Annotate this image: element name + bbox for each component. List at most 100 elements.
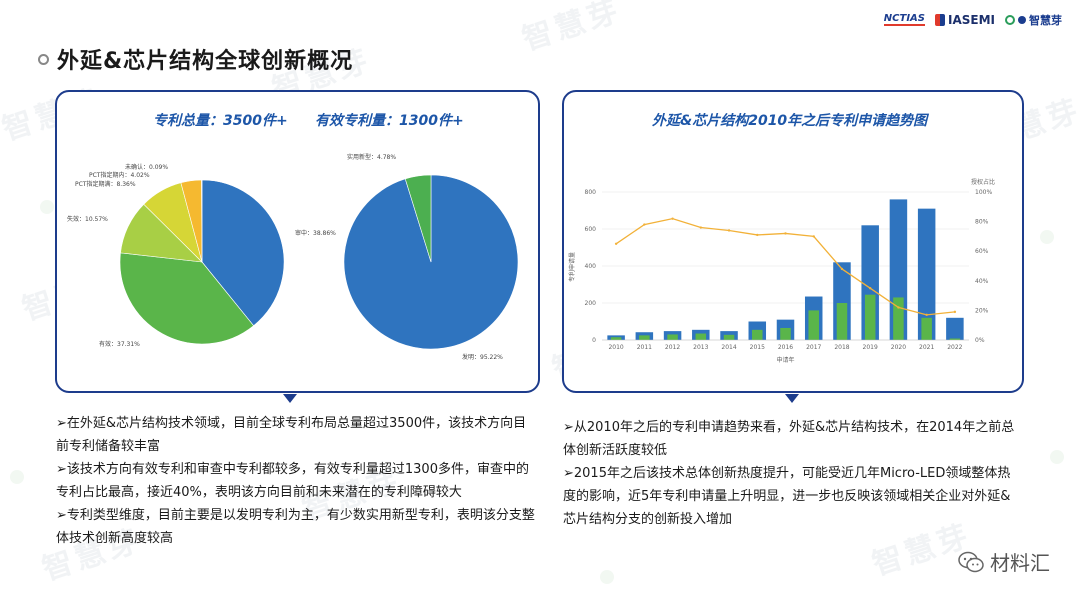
legal-status-pie <box>119 179 285 345</box>
footer-brand-text: 材料汇 <box>990 551 1050 575</box>
heading-valid-patents: 有效专利量：1300件+ <box>315 113 464 129</box>
bar-granted <box>893 297 904 340</box>
heading-total-patents: 专利总量：3500件+ <box>153 113 288 129</box>
bar-total <box>946 317 964 340</box>
grant-ratio-point <box>812 235 815 238</box>
right-bullets: ➢从2010年之后的专利申请趋势来看，外延&芯片结构技术，在2014年之前总体创… <box>563 416 1023 531</box>
x-tick-label: 2012 <box>665 344 680 351</box>
zhihuiya-logo-text: 智慧芽 <box>1029 14 1062 27</box>
x-tick-label: 2020 <box>891 344 906 351</box>
bar-granted <box>723 334 735 340</box>
bar-granted <box>639 335 650 340</box>
y2-tick-label: 20% <box>975 307 989 314</box>
bar-granted <box>752 329 763 340</box>
x-tick-label: 2017 <box>806 344 821 351</box>
bar-total <box>917 208 936 340</box>
grant-ratio-point <box>784 232 787 235</box>
bar-granted <box>667 334 678 340</box>
x-tick-label: 2010 <box>608 344 623 351</box>
legal-status-pie-slice-1 <box>119 252 255 345</box>
iasemi-logo: IASEMI <box>935 13 995 27</box>
y-tick-label: 200 <box>585 300 597 307</box>
grant-ratio-point <box>699 226 703 229</box>
zhihuiya-ring-icon <box>1005 15 1015 25</box>
y-axis-label: 专利申请量 <box>568 252 576 282</box>
grant-ratio-point <box>671 217 674 220</box>
y2-tick-label: 100% <box>975 189 992 196</box>
x-tick-label: 2016 <box>778 344 793 351</box>
y-tick-label: 800 <box>585 189 597 196</box>
bar-granted <box>921 317 932 340</box>
y-tick-label: 400 <box>585 263 597 270</box>
grant-ratio-point <box>614 242 618 245</box>
pie-charts <box>119 174 519 350</box>
x-tick-label: 2014 <box>721 344 736 351</box>
grant-ratio-point <box>868 287 872 290</box>
zhihuiya-logo: 智慧芽 <box>1005 12 1062 28</box>
y2-axis-label: 授权占比 <box>971 178 995 186</box>
y-tick-label: 600 <box>585 226 597 233</box>
pie1-label-valid: 有效：37.31% <box>99 341 140 348</box>
x-tick-label: 2022 <box>947 344 962 351</box>
grant-ratio-point <box>727 229 731 232</box>
y2-tick-label: 0% <box>975 337 985 344</box>
right-panel-pointer-icon <box>785 394 799 403</box>
bar-granted <box>808 310 819 340</box>
x-axis-label: 申请年 <box>776 356 794 364</box>
patent-type-pie <box>343 174 519 350</box>
iasemi-mark-icon <box>935 14 945 26</box>
pie1-label-invalid: 失效：10.57% <box>67 216 108 223</box>
x-tick-label: 2021 <box>919 344 934 351</box>
x-tick-label: 2015 <box>750 344 765 351</box>
y2-tick-label: 80% <box>975 219 989 226</box>
x-tick-label: 2018 <box>834 344 849 351</box>
pie1-label-pending: 审中：38.86% <box>295 230 336 237</box>
left-bullet-2: ➢该技术方向有效专利和审查中专利都较多，有效专利量超过1300多件，审查中的专利… <box>56 462 529 500</box>
pie1-label-pct-expired: PCT指定期满：8.36% <box>75 181 136 188</box>
title-bullet-icon <box>38 53 49 65</box>
left-panel: 专利总量：3500件+ 有效专利量：1300件+ 未确认：0.09% PCT指定… <box>55 90 540 393</box>
right-panel: 外延&芯片结构2010年之后专利申请趋势图 0 200 400 600 800 0% 20%… <box>562 90 1024 393</box>
footer-brand: 材料汇 <box>958 547 1050 576</box>
legal-status-pie-slice-0 <box>201 179 285 327</box>
grant-ratio-point <box>840 267 844 271</box>
left-bullet-3: ➢专利类型维度，目前主要是以发明专利为主，有少数实用新型专利，表明该分支整体技术… <box>56 508 535 546</box>
page-title: 外延&芯片结构全球创新概况 <box>57 49 354 74</box>
grant-ratio-point <box>756 233 759 237</box>
title-row: 外延&芯片结构全球创新概况 <box>38 43 353 75</box>
bar-granted <box>780 327 791 340</box>
grant-ratio-point <box>925 313 928 317</box>
bar-granted <box>695 333 707 340</box>
nctias-logo: NCTIAS <box>883 13 925 26</box>
left-panel-pointer-icon <box>283 394 297 403</box>
right-bullet-1: ➢从2010年之后的专利申请趋势来看，外延&芯片结构技术，在2014年之前总体创… <box>563 420 1015 458</box>
pie1-label-unconfirmed: 未确认：0.09% <box>125 164 169 171</box>
pie2-label-utility: 实用新型：4.78% <box>347 154 397 161</box>
bar-granted <box>836 303 848 340</box>
bar-granted <box>949 338 961 340</box>
y-tick-label: 0 <box>592 337 596 344</box>
zhihuiya-dot-icon <box>1018 16 1026 24</box>
grant-ratio-point <box>953 310 957 314</box>
left-bullet-1: ➢在外延&芯片结构技术领域，目前全球专利布局总量超过3500件，该技术方向目前专… <box>56 416 527 454</box>
bar-granted <box>864 294 876 340</box>
left-bullets: ➢在外延&芯片结构技术领域，目前全球专利布局总量超过3500件，该技术方向目前专… <box>56 412 536 550</box>
y2-tick-label: 60% <box>975 248 989 255</box>
right-bullet-2: ➢2015年之后该技术总体创新热度提升，可能受近几年Micro-LED领域整体热… <box>563 466 1011 527</box>
wechat-icon <box>958 551 984 572</box>
patent-type-pie-slice-1 <box>404 174 432 263</box>
trend-chart: 0 200 400 600 800 0% 20% 40% 60% 80% 100% 专利申请量 授权占比… <box>568 178 995 364</box>
grant-ratio-point <box>897 306 900 309</box>
header-logos: NCTIAS IASEMI 智慧芽 <box>883 12 1062 28</box>
watermark: 智慧芽 <box>518 0 626 58</box>
x-tick-label: 2013 <box>693 344 708 351</box>
bar-granted <box>610 337 622 340</box>
x-tick-label: 2019 <box>863 344 878 351</box>
grant-ratio-point <box>643 223 646 226</box>
y2-tick-label: 40% <box>975 278 989 285</box>
pie1-label-pct-within: PCT指定期内：4.02% <box>89 172 150 179</box>
iasemi-logo-text: IASEMI <box>948 13 995 27</box>
trend-chart-heading: 外延&芯片结构2010年之后专利申请趋势图 <box>652 113 928 129</box>
pie2-label-invention: 发明：95.22% <box>462 354 503 361</box>
x-tick-label: 2011 <box>637 344 652 351</box>
